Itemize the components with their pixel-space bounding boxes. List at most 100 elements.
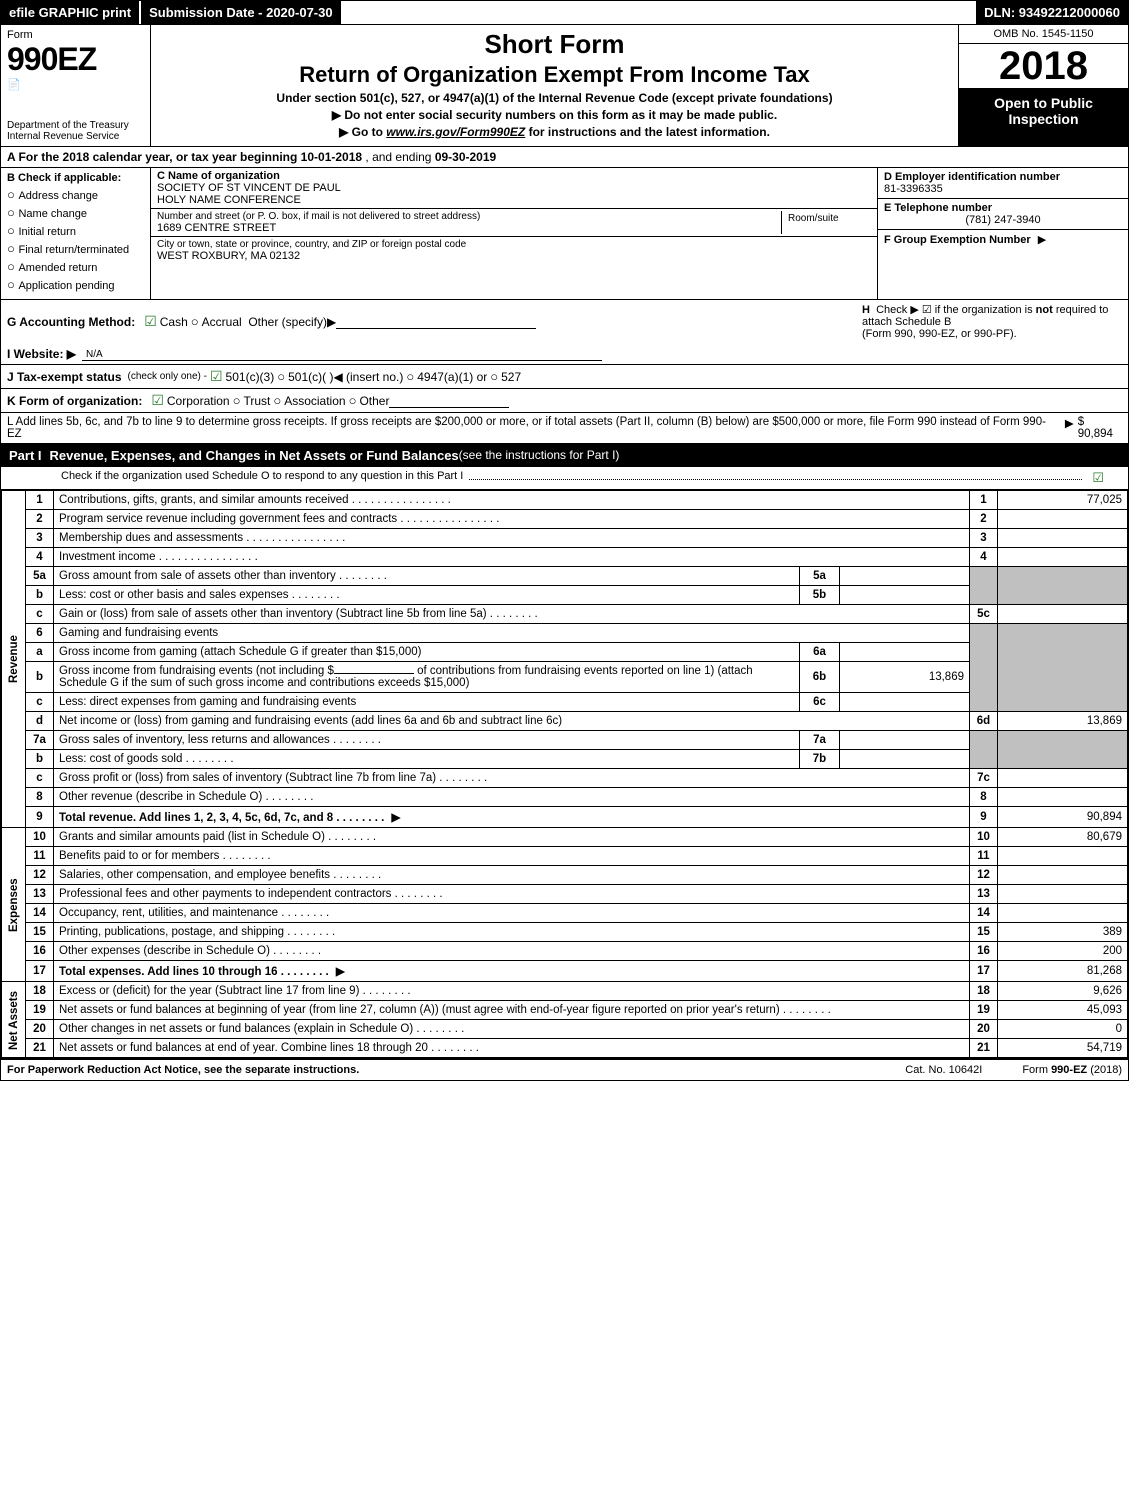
line-6c: cLess: direct expenses from gaming and f… bbox=[2, 693, 1128, 712]
line-11: 11Benefits paid to or for members11 bbox=[2, 847, 1128, 866]
irs: Internal Revenue Service bbox=[7, 131, 144, 142]
room-suite: Room/suite bbox=[781, 211, 871, 234]
i-label: I Website: ▶ bbox=[7, 347, 76, 361]
h-text1: Check ▶ ☑ if the organization is bbox=[876, 304, 1036, 316]
website-value: N/A bbox=[86, 349, 103, 360]
l6b-blank[interactable] bbox=[334, 673, 414, 674]
chk-final-return[interactable]: Final return/terminated bbox=[7, 241, 144, 256]
subtitle-3: Go to www.irs.gov/Form990EZ for instruct… bbox=[161, 125, 948, 139]
e-block: E Telephone number (781) 247-3940 bbox=[878, 199, 1128, 230]
line-18: Net Assets 18Excess or (deficit) for the… bbox=[2, 982, 1128, 1001]
submission-date: Submission Date - 2020-07-30 bbox=[139, 1, 341, 24]
l2-amt bbox=[998, 510, 1128, 529]
l6a-desc: Gross income from gaming (attach Schedul… bbox=[54, 643, 800, 662]
l5c-desc: Gain or (loss) from sale of assets other… bbox=[59, 608, 538, 620]
j-527-check[interactable] bbox=[487, 369, 501, 384]
org-name-2: HOLY NAME CONFERENCE bbox=[157, 194, 871, 206]
l9-arrow-icon bbox=[388, 812, 405, 824]
chk-name-change[interactable]: Name change bbox=[7, 205, 144, 220]
l6-desc: Gaming and fundraising events bbox=[54, 624, 970, 643]
k-label: K Form of organization: bbox=[7, 394, 142, 408]
j-o3: 4947(a)(1) or bbox=[417, 370, 487, 384]
g-other-field[interactable] bbox=[336, 315, 536, 329]
sub3-pre: Go to bbox=[352, 125, 387, 139]
row-a-mid: , and ending bbox=[365, 150, 434, 164]
chk-initial-return[interactable]: Initial return bbox=[7, 223, 144, 238]
l11-amt bbox=[998, 847, 1128, 866]
bcdef-grid: B Check if applicable: Address change Na… bbox=[1, 168, 1128, 300]
d-block: D Employer identification number 81-3396… bbox=[878, 168, 1128, 199]
c-label: C Name of organization bbox=[157, 170, 280, 182]
k-other-field[interactable] bbox=[389, 394, 509, 408]
chk-address-change[interactable]: Address change bbox=[7, 187, 144, 202]
h-label: H bbox=[862, 304, 870, 316]
dln: DLN: 93492212000060 bbox=[976, 1, 1128, 24]
city-label: City or town, state or province, country… bbox=[157, 239, 871, 250]
part-i-header: Part I Revenue, Expenses, and Changes in… bbox=[1, 444, 1128, 467]
l7c-desc: Gross profit or (loss) from sales of inv… bbox=[59, 772, 487, 784]
c-street-block: Number and street (or P. O. box, if mail… bbox=[151, 209, 877, 237]
chk-amended-return[interactable]: Amended return bbox=[7, 259, 144, 274]
j-o2: 501(c)( ) bbox=[288, 370, 333, 384]
row-l: L Add lines 5b, 6c, and 7b to line 9 to … bbox=[1, 413, 1128, 444]
l-text: L Add lines 5b, 6c, and 7b to line 9 to … bbox=[7, 416, 1049, 440]
line-16: 16Other expenses (describe in Schedule O… bbox=[2, 942, 1128, 961]
j-o4: 527 bbox=[501, 370, 521, 384]
lines-table: Revenue 1 Contributions, gifts, grants, … bbox=[1, 490, 1128, 1058]
l13-desc: Professional fees and other payments to … bbox=[59, 888, 443, 900]
footer-left: For Paperwork Reduction Act Notice, see … bbox=[7, 1064, 905, 1076]
line-7c: cGross profit or (loss) from sales of in… bbox=[2, 769, 1128, 788]
header-center: Short Form Return of Organization Exempt… bbox=[151, 25, 958, 146]
j-501c-check[interactable] bbox=[274, 369, 288, 384]
part-i-sub-text: Check if the organization used Schedule … bbox=[61, 470, 463, 486]
l11-desc: Benefits paid to or for members bbox=[59, 850, 271, 862]
l16-desc: Other expenses (describe in Schedule O) bbox=[59, 945, 321, 957]
k-corp-check[interactable] bbox=[148, 392, 167, 409]
footer-center: Cat. No. 10642I bbox=[905, 1064, 982, 1076]
line-12: 12Salaries, other compensation, and empl… bbox=[2, 866, 1128, 885]
l6b-desc-pre: Gross income from fundraising events (no… bbox=[59, 665, 334, 677]
l12-desc: Salaries, other compensation, and employ… bbox=[59, 869, 381, 881]
line-20: 20Other changes in net assets or fund ba… bbox=[2, 1020, 1128, 1039]
f-arrow-icon bbox=[1034, 234, 1050, 246]
k-o3: Association bbox=[284, 394, 345, 408]
b-title: B Check if applicable: bbox=[7, 172, 121, 184]
line-6d: dNet income or (loss) from gaming and fu… bbox=[2, 712, 1128, 731]
k-trust-check[interactable] bbox=[230, 393, 244, 408]
line-14: 14Occupancy, rent, utilities, and mainte… bbox=[2, 904, 1128, 923]
efile-print[interactable]: efile GRAPHIC print bbox=[1, 1, 139, 24]
line-7a: 7aGross sales of inventory, less returns… bbox=[2, 731, 1128, 750]
chk-application-pending[interactable]: Application pending bbox=[7, 277, 144, 292]
k-assoc-check[interactable] bbox=[270, 393, 284, 408]
section-b: B Check if applicable: Address change Na… bbox=[1, 168, 151, 299]
row-a-prefix: A For the 2018 calendar year, or tax yea… bbox=[7, 150, 301, 164]
row-j: J Tax-exempt status (check only one) - 5… bbox=[1, 365, 1128, 389]
topbar-spacer bbox=[341, 1, 977, 24]
line-19: 19Net assets or fund balances at beginni… bbox=[2, 1001, 1128, 1020]
org-name-1: SOCIETY OF ST VINCENT DE PAUL bbox=[157, 182, 871, 194]
irs-link[interactable]: www.irs.gov/Form990EZ bbox=[386, 125, 525, 139]
l19-amt: 45,093 bbox=[998, 1001, 1128, 1020]
j-501c3-check[interactable] bbox=[207, 368, 226, 385]
page-footer: For Paperwork Reduction Act Notice, see … bbox=[1, 1058, 1128, 1080]
l5a-amt bbox=[840, 567, 970, 586]
h-not: not bbox=[1036, 304, 1053, 316]
l5b-amt bbox=[840, 586, 970, 605]
g-other: Other (specify) bbox=[248, 315, 327, 329]
l15-amt: 389 bbox=[998, 923, 1128, 942]
j-4947-check[interactable] bbox=[403, 369, 417, 384]
section-def: D Employer identification number 81-3396… bbox=[878, 168, 1128, 299]
subtitle-2: Do not enter social security numbers on … bbox=[161, 108, 948, 122]
k-other-check[interactable] bbox=[346, 393, 360, 408]
g-cash: Cash bbox=[160, 315, 188, 329]
g-accrual-check[interactable] bbox=[188, 314, 202, 329]
e-label: E Telephone number bbox=[884, 202, 992, 214]
topbar: efile GRAPHIC print Submission Date - 20… bbox=[1, 1, 1128, 25]
l2-desc: Program service revenue including govern… bbox=[59, 513, 499, 525]
l7a-amt bbox=[840, 731, 970, 750]
website-field[interactable]: N/A bbox=[82, 346, 602, 361]
part-i-label: Part I bbox=[9, 448, 50, 463]
line-4: 4Investment income 4 bbox=[2, 548, 1128, 567]
part-i-checkbox[interactable] bbox=[1088, 470, 1104, 486]
g-cash-check[interactable] bbox=[141, 313, 160, 330]
